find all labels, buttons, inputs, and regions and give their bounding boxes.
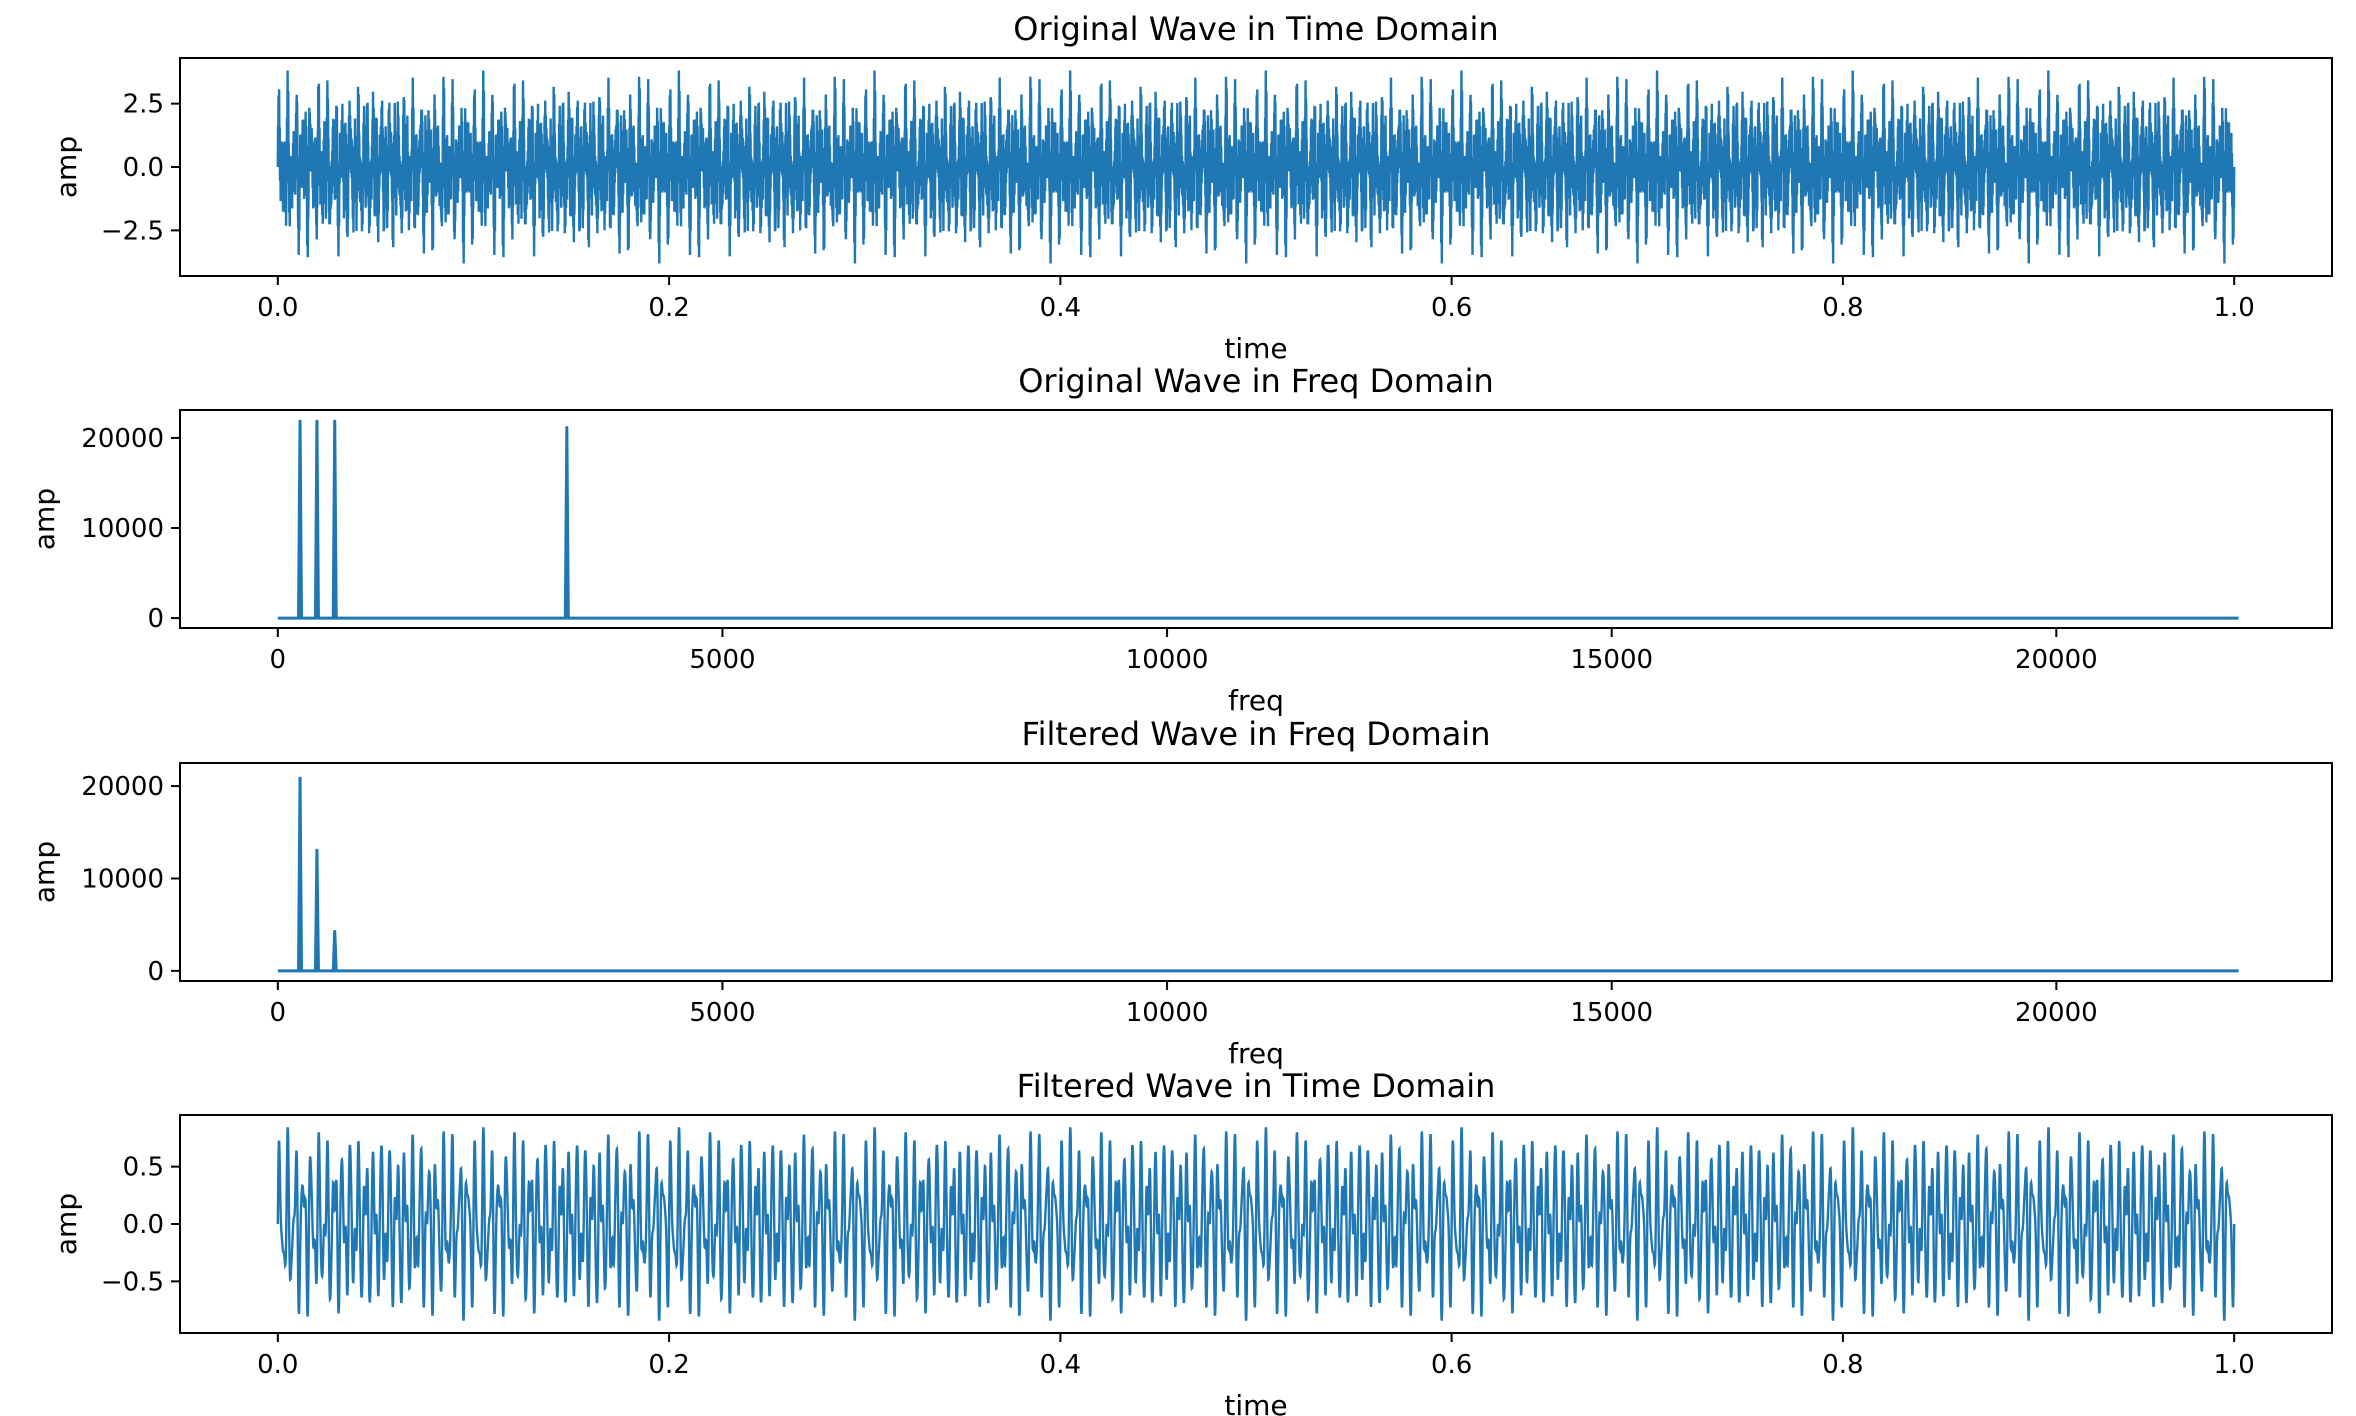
axes-frame: [179, 762, 2333, 982]
x-tick-label: 0: [270, 998, 287, 1028]
plot-area: [276, 1127, 2236, 1321]
axes-frame: [179, 57, 2333, 277]
x-tick-label: 0.6: [1431, 293, 1472, 323]
x-tick-label: 0.2: [648, 293, 689, 323]
y-tick-label: 10000: [81, 864, 164, 894]
spectrum-peak: [331, 419, 338, 619]
x-tick-label: 10000: [1126, 645, 1209, 675]
x-tick-label: 0.8: [1822, 293, 1863, 323]
y-tick-label: 0: [147, 957, 164, 987]
y-axis-label: amp: [50, 1193, 83, 1255]
x-tick-label: 15000: [1570, 645, 1653, 675]
x-axis: 0.0 0.2 0.4 0.6 0.8 1.0: [257, 276, 2255, 323]
axes-frame: [179, 1114, 2333, 1334]
x-tick-label: 15000: [1570, 998, 1653, 1028]
spectrum-peak: [313, 848, 320, 971]
y-tick-label: 10000: [81, 514, 164, 544]
x-tick-label: 1.0: [2214, 293, 2255, 323]
x-axis: 0 5000 10000 15000 20000: [270, 981, 2098, 1028]
spectrum-peak: [331, 930, 338, 971]
x-axis-label: time: [1224, 332, 1287, 365]
x-axis: 0.0 0.2 0.4 0.6 0.8 1.0: [257, 1333, 2255, 1380]
plot-title: Original Wave in Time Domain: [1013, 10, 1498, 48]
x-axis: 0 5000 10000 15000 20000: [270, 628, 2098, 675]
y-axis: 2.5 0.0 −2.5: [101, 90, 180, 246]
plot-area: [277, 776, 2239, 973]
spectrum-peak: [297, 776, 304, 971]
y-tick-label: 0.0: [123, 153, 164, 183]
plot-area: [276, 70, 2236, 264]
x-tick-label: 0.2: [648, 1350, 689, 1380]
y-tick-label: 2.5: [123, 90, 164, 120]
subplot-filtered-time: Filtered Wave in Time Domain 0.0 0.2 0.4 0.…: [50, 1067, 2333, 1416]
plot-title: Filtered Wave in Freq Domain: [1022, 715, 1491, 753]
y-axis-label: amp: [28, 841, 61, 903]
x-tick-label: 0.4: [1040, 1350, 1081, 1380]
plot-area: [277, 419, 2239, 620]
x-tick-label: 20000: [2015, 645, 2098, 675]
y-axis-label: amp: [50, 136, 83, 198]
x-tick-label: 0: [270, 645, 287, 675]
y-tick-label: −2.5: [101, 216, 164, 246]
x-tick-label: 0.6: [1431, 1350, 1472, 1380]
y-axis: 0.5 0.0 −0.5: [101, 1153, 180, 1297]
waveform-line: [276, 1127, 2236, 1321]
x-tick-label: 0.0: [257, 1350, 298, 1380]
x-tick-label: 5000: [689, 645, 755, 675]
y-axis: 20000 10000 0: [81, 772, 180, 987]
x-tick-label: 20000: [2015, 998, 2098, 1028]
subplot-original-time: Original Wave in Time Domain 0.0 0.2 0.4 0.…: [50, 10, 2333, 365]
axes-frame: [179, 409, 2333, 629]
x-tick-label: 10000: [1126, 998, 1209, 1028]
x-tick-label: 0.0: [257, 293, 298, 323]
plot-title: Original Wave in Freq Domain: [1018, 362, 1494, 400]
x-axis-label: time: [1224, 1389, 1287, 1416]
y-tick-label: 0.0: [123, 1210, 164, 1240]
y-tick-label: 0.5: [123, 1153, 164, 1183]
y-tick-label: 20000: [81, 424, 164, 454]
x-tick-label: 0.8: [1822, 1350, 1863, 1380]
x-tick-label: 5000: [689, 998, 755, 1028]
spectrum-peak: [563, 426, 570, 619]
x-tick-label: 0.4: [1040, 293, 1081, 323]
y-axis-label: amp: [28, 488, 61, 550]
spectrum-peak: [313, 419, 320, 619]
plot-title: Filtered Wave in Time Domain: [1017, 1067, 1496, 1105]
y-axis: 20000 10000 0: [81, 424, 180, 634]
y-tick-label: 0: [147, 604, 164, 634]
subplot-filtered-freq: Filtered Wave in Freq Domain 0 5000 10000 1…: [28, 715, 2333, 1070]
x-axis-label: freq: [1228, 684, 1284, 717]
y-tick-label: −0.5: [101, 1267, 164, 1297]
subplot-original-freq: Original Wave in Freq Domain 0 5000 10000 1…: [28, 362, 2333, 717]
y-tick-label: 20000: [81, 772, 164, 802]
x-axis-label: freq: [1228, 1037, 1284, 1070]
spectrum-peak: [297, 419, 304, 619]
x-tick-label: 1.0: [2214, 1350, 2255, 1380]
waveform-line: [276, 70, 2236, 264]
